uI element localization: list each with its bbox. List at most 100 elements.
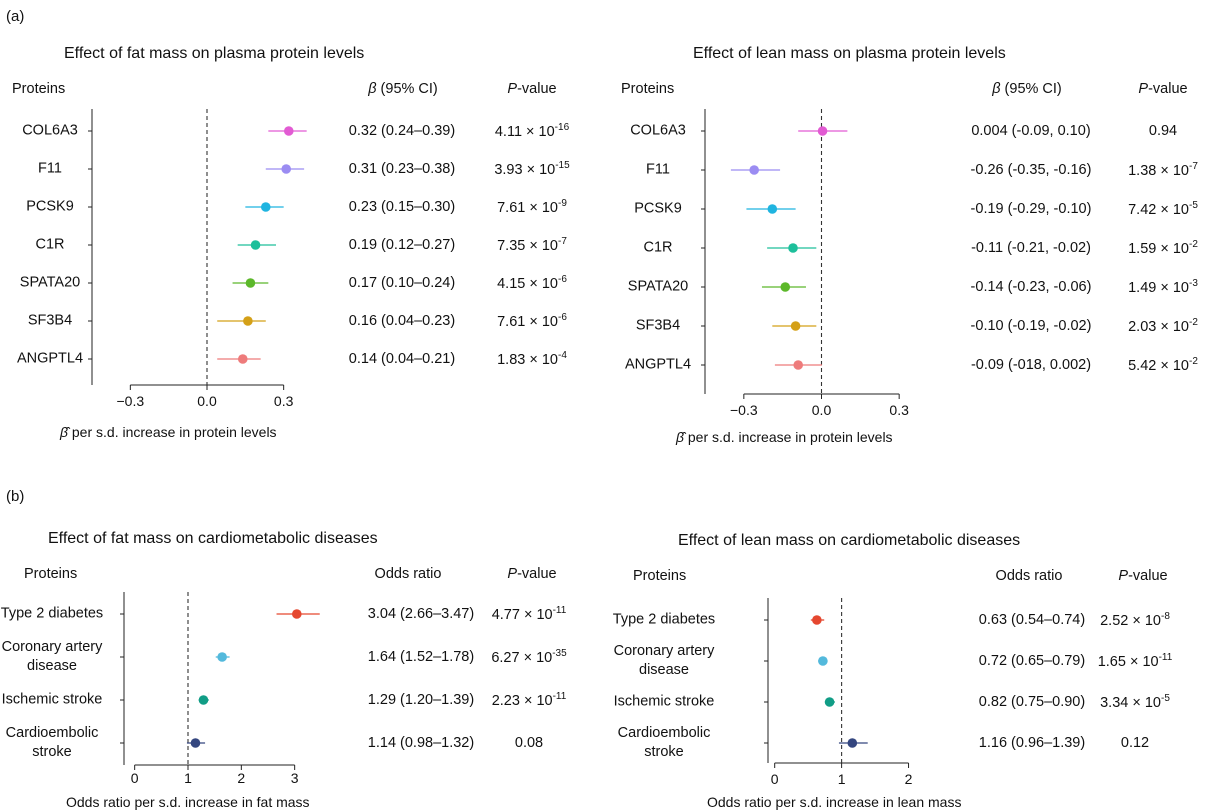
chart-4-row-label-3: Cardioembolic stroke	[618, 724, 711, 762]
chart-4-effect-header-text: Odds ratio	[995, 568, 1063, 584]
chart-4-effect-header: Odds ratio	[996, 568, 1063, 584]
chart-1-x-axis-label-text: per s.d. increase in protein levels	[68, 424, 277, 440]
chart-3-point-coronary-artery-disease	[217, 652, 227, 662]
chart-2-p-cell-base-6: 5.42 × 10	[1128, 357, 1189, 374]
chart-1-x-tick-label-0: −0.3	[116, 393, 145, 409]
chart-1-p-cell-exp-5: -6	[557, 312, 567, 324]
chart-4-point-type-2-diabetes	[812, 615, 822, 625]
chart-1-effect-cell-4: 0.17 (0.10–0.24)	[348, 275, 456, 291]
chart-2-p-cell-base-3: 1.59 × 10	[1128, 240, 1189, 257]
chart-1-row-label-line-6-0: ANGPTL4	[16, 350, 84, 367]
chart-4-x-tick-label-1: 1	[837, 771, 846, 787]
chart-2-row-label-line-5-0: SF3B4	[635, 317, 681, 334]
chart-3-effect-cell-1: 1.64 (1.52–1.78)	[367, 649, 475, 665]
chart-2-point-sf3b4	[790, 321, 801, 331]
chart-2-point-pcsk9	[767, 204, 778, 214]
chart-3-p-cell-base-1: 6.27 × 10	[491, 649, 553, 666]
chart-1-p-cell-exp-6: -4	[557, 350, 567, 362]
chart-1-p-cell-exp-0: -16	[554, 122, 570, 134]
chart-2-p-cell-base-1: 1.38 × 10	[1128, 162, 1189, 179]
chart-4-x-tick-label-0: 0	[770, 771, 779, 787]
chart-2-point-spata20	[780, 282, 791, 292]
chart-2-x-tick-label-1: 0.0	[811, 402, 832, 418]
chart-4-x-tick-label-2: 2	[904, 771, 913, 787]
chart-3-point-ischemic-stroke	[198, 695, 209, 705]
chart-4-effect-cell-2: 0.82 (0.75–0.90)	[978, 694, 1086, 710]
chart-1-p-cell-base-0: 4.11 × 10	[494, 123, 555, 140]
chart-2-p-cell-1: 1.38 × 10-7	[1128, 161, 1198, 179]
chart-1-p-cell-0: 4.11 × 10-16	[495, 122, 569, 140]
chart-3-row-label-2: Ischemic stroke	[2, 691, 103, 710]
chart-2-row-label-3: C1R	[643, 239, 672, 258]
chart-2-point-angptl4	[793, 360, 803, 370]
chart-4-row-label-line-3-1: stroke	[644, 744, 684, 760]
chart-2-effect-cell-3: -0.11 (-0.21, -0.02)	[971, 240, 1091, 256]
chart-3-p-cell-exp-2: -11	[552, 691, 567, 703]
chart-1-row-label-1: F11	[38, 160, 62, 179]
chart-4-effect-cell-3: 1.16 (0.96–1.39)	[978, 735, 1086, 751]
chart-1-point-f11	[281, 164, 292, 174]
chart-2-row-label-1: F11	[646, 161, 670, 180]
chart-4-row-label-line-3-0: Cardioembolic	[617, 725, 711, 741]
chart-4-row-label-line-1-1: disease	[639, 662, 689, 678]
chart-1-p-cell-5: 7.61 × 10-6	[497, 312, 567, 330]
chart-1-effect-cell-5: 0.16 (0.04–0.23)	[348, 313, 456, 329]
chart-1-row-header: Proteins	[12, 81, 66, 97]
chart-2-x-axis-label-symbol: β̂	[676, 429, 684, 445]
chart-1-p-cell-exp-3: -7	[557, 236, 567, 248]
chart-3-row-label-0: Type 2 diabetes	[1, 605, 103, 624]
chart-3-effect-header: Odds ratio	[375, 566, 442, 582]
chart-4-row-label-line-1-0: Coronary artery	[613, 643, 715, 659]
chart-3-x-axis-label-text: Odds ratio per s.d. increase in fat mass	[66, 794, 310, 810]
chart-4-p-cell-exp-1: -11	[1158, 652, 1173, 664]
chart-3-point-cardioembolic-stroke	[190, 738, 201, 748]
chart-2-row-label-line-3-0: C1R	[643, 239, 673, 256]
chart-1-p-cell-exp-1: -15	[555, 160, 570, 172]
chart-2-effect-header: β (95% CI)	[992, 81, 1062, 97]
chart-3-row-label-line-3-1: stroke	[32, 744, 72, 760]
chart-2-effect-cell-2: -0.19 (-0.29, -0.10)	[970, 201, 1092, 217]
chart-4-effect-cell-0: 0.63 (0.54–0.74)	[978, 612, 1086, 628]
chart-1-p-cell-base-4: 4.15 × 10	[497, 275, 558, 292]
chart-2-row-label-0: COL6A3	[630, 122, 686, 141]
chart-1-row-label-3: C1R	[35, 236, 64, 255]
chart-1-row-label-2: PCSK9	[26, 198, 74, 217]
chart-2-row-label-6: ANGPTL4	[625, 356, 691, 375]
chart-3-title: Effect of fat mass on cardiometabolic di…	[48, 530, 378, 547]
chart-2-effect-cell-4: -0.14 (-0.23, -0.06)	[970, 279, 1092, 295]
chart-4-point-ischemic-stroke	[824, 697, 835, 707]
chart-2-p-cell-base-2: 7.42 × 10	[1128, 201, 1189, 218]
chart-3-p-cell-3: 0.08	[515, 735, 543, 751]
chart-2-x-axis-label-text: per s.d. increase in protein levels	[684, 429, 893, 445]
chart-1-effect-header-symbol: β	[368, 81, 377, 97]
chart-4-row-label-line-0-0: Type 2 diabetes	[612, 611, 716, 628]
chart-1-title: Effect of fat mass on plasma protein lev…	[64, 45, 365, 62]
chart-1-p-cell-base-1: 3.93 × 10	[494, 161, 556, 178]
chart-1-p-cell-4: 4.15 × 10-6	[497, 274, 567, 292]
chart-1-point-col6a3	[283, 126, 294, 136]
chart-2-p-cell-4: 1.49 × 10-3	[1128, 278, 1198, 296]
chart-4-p-cell-0: 2.52 × 10-8	[1100, 611, 1170, 629]
chart-2-row-label-2: PCSK9	[634, 200, 682, 219]
chart-4-row-label-1: Coronary artery disease	[614, 642, 715, 680]
chart-2-point-col6a3	[817, 126, 828, 136]
chart-3-row-label-3: Cardioembolic stroke	[6, 724, 99, 762]
chart-1-row-label-line-0-0: COL6A3	[22, 122, 78, 139]
chart-4-p-cell-exp-2: -5	[1160, 693, 1170, 705]
chart-2-effect-cell-1: -0.26 (-0.35, -0.16)	[970, 162, 1092, 178]
chart-3-row-label-line-3-0: Cardioembolic	[5, 725, 99, 741]
chart-4-title: Effect of lean mass on cardiometabolic d…	[678, 532, 1021, 549]
chart-3-p-header: P-value	[507, 566, 556, 582]
chart-4-p-cell-2: 3.34 × 10-5	[1100, 693, 1170, 711]
chart-4-p-cell-3: 0.12	[1121, 735, 1149, 751]
chart-1-effect-cell-6: 0.14 (0.04–0.21)	[348, 351, 456, 367]
chart-1-p-cell-6: 1.83 × 10-4	[497, 350, 567, 368]
chart-4-row-label-line-2-0: Ischemic stroke	[613, 693, 715, 710]
chart-1-p-cell-1: 3.93 × 10-15	[494, 160, 569, 178]
chart-1-point-angptl4	[237, 354, 248, 364]
chart-3-p-cell-base-0: 4.77 × 10	[491, 606, 553, 623]
